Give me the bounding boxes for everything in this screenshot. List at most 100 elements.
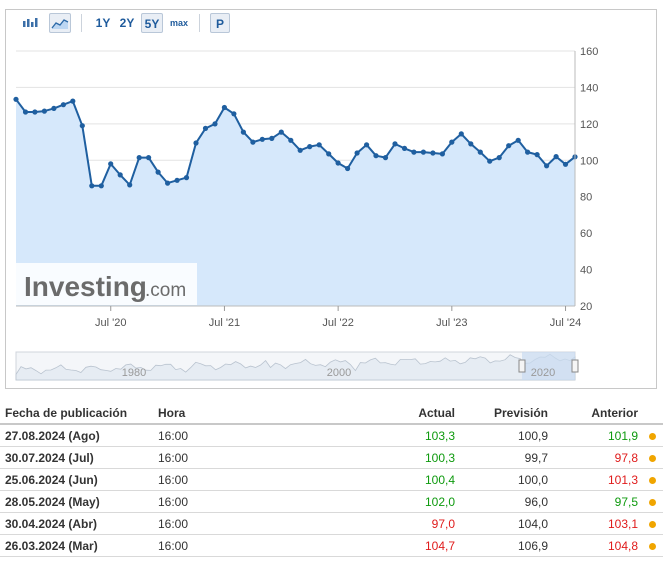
releases-table: Fecha de publicación Hora Actual Previsi… (0, 400, 663, 557)
data-point[interactable] (345, 165, 351, 172)
data-point[interactable] (458, 131, 464, 137)
data-point[interactable] (449, 139, 455, 145)
data-point[interactable] (155, 169, 161, 175)
data-point[interactable] (288, 137, 294, 143)
data-point[interactable] (430, 150, 436, 156)
y-axis: 20 40 60 80 100 120 140 160 (574, 46, 598, 313)
data-point[interactable] (165, 180, 171, 186)
data-point[interactable] (392, 141, 398, 147)
data-point[interactable] (240, 129, 246, 135)
data-point[interactable] (202, 125, 209, 131)
series-points (13, 96, 578, 189)
header-time[interactable]: Hora (158, 406, 186, 420)
data-point[interactable] (22, 109, 29, 115)
navigator-handle-right[interactable] (571, 359, 579, 373)
data-point[interactable] (174, 177, 180, 183)
data-point[interactable] (506, 143, 512, 149)
data-point[interactable] (515, 137, 521, 143)
row-date: 26.03.2024 (Mar) (5, 539, 98, 553)
range-5y-button[interactable]: 5Y (141, 13, 163, 33)
data-point[interactable] (13, 96, 19, 102)
range-max-button[interactable]: max (169, 18, 188, 28)
data-point[interactable] (468, 141, 474, 147)
data-point[interactable] (525, 149, 531, 155)
p-button[interactable]: P (210, 13, 230, 33)
y-tick-label: 100 (580, 155, 598, 167)
data-point[interactable] (382, 155, 389, 161)
data-point[interactable] (32, 109, 38, 115)
data-point[interactable] (146, 155, 152, 161)
data-point[interactable] (354, 150, 360, 156)
data-point[interactable] (307, 144, 313, 150)
range-1y-button[interactable]: 1Y (95, 16, 111, 30)
data-point[interactable] (562, 161, 569, 167)
navigator[interactable]: 1980 2000 2020 (15, 351, 579, 381)
importance-dot-icon (649, 521, 656, 528)
bar-chart-icon[interactable] (20, 13, 42, 33)
data-point[interactable] (231, 111, 237, 117)
row-forecast: 96,0 (524, 495, 548, 509)
data-point[interactable] (108, 161, 114, 167)
data-point[interactable] (117, 172, 123, 178)
row-actual: 102,0 (424, 495, 455, 509)
navigator-handle-left[interactable] (518, 359, 526, 373)
data-point[interactable] (297, 147, 303, 153)
header-previous[interactable]: Anterior (591, 406, 638, 420)
row-time: 16:00 (158, 539, 189, 553)
data-point[interactable] (51, 105, 57, 111)
data-point[interactable] (420, 149, 426, 155)
header-actual[interactable]: Actual (418, 406, 455, 420)
data-point[interactable] (477, 149, 483, 155)
toolbar-separator (81, 14, 82, 32)
data-point[interactable] (544, 163, 550, 169)
data-point[interactable] (401, 145, 408, 151)
data-point[interactable] (41, 108, 48, 114)
row-date: 28.05.2024 (May) (5, 495, 100, 509)
toolbar-separator (199, 14, 200, 32)
data-point[interactable] (70, 98, 76, 104)
navigator-series (15, 353, 576, 381)
data-point[interactable] (326, 151, 332, 157)
data-point[interactable] (79, 123, 85, 129)
y-tick-label: 20 (580, 301, 592, 313)
data-point[interactable] (278, 129, 284, 135)
area-chart-icon[interactable] (49, 13, 71, 33)
x-tick-label: Jul '22 (322, 317, 353, 329)
navigator-selection[interactable] (522, 352, 575, 380)
data-point[interactable] (553, 154, 559, 160)
header-date[interactable]: Fecha de publicación (5, 406, 128, 420)
x-tick-label: Jul '24 (550, 317, 581, 329)
data-point[interactable] (183, 175, 190, 181)
data-point[interactable] (212, 121, 218, 127)
table-row: 27.08.2024 (Ago) 16:00 103,3 100,9 101,9 (0, 425, 663, 447)
row-time: 16:00 (158, 517, 189, 531)
data-point[interactable] (60, 102, 66, 108)
data-point[interactable] (193, 140, 199, 146)
data-point[interactable] (316, 142, 322, 148)
data-point[interactable] (269, 135, 275, 141)
table-row: 25.06.2024 (Jun) 16:00 100,4 100,0 101,3 (0, 469, 663, 491)
data-point[interactable] (439, 151, 445, 157)
data-point[interactable] (98, 183, 104, 189)
row-date: 27.08.2024 (Ago) (5, 429, 100, 443)
data-point[interactable] (89, 183, 95, 189)
data-point[interactable] (496, 155, 502, 161)
range-2y-button[interactable]: 2Y (119, 16, 135, 30)
data-point[interactable] (364, 142, 370, 148)
data-point[interactable] (411, 149, 417, 155)
logo-brand-text: Investing (24, 271, 147, 302)
data-point[interactable] (487, 158, 493, 164)
data-point[interactable] (259, 136, 265, 142)
data-point[interactable] (127, 182, 133, 188)
data-point[interactable] (534, 152, 540, 158)
x-tick-label: Jul '20 (95, 317, 126, 329)
row-date: 30.04.2024 (Abr) (5, 517, 98, 531)
data-point[interactable] (250, 139, 256, 145)
row-forecast: 100,0 (517, 473, 548, 487)
y-tick-label: 80 (580, 192, 592, 204)
data-point[interactable] (373, 153, 379, 159)
data-point[interactable] (335, 160, 341, 166)
data-point[interactable] (136, 155, 142, 161)
header-forecast[interactable]: Previsión (493, 406, 548, 420)
data-point[interactable] (221, 104, 227, 111)
